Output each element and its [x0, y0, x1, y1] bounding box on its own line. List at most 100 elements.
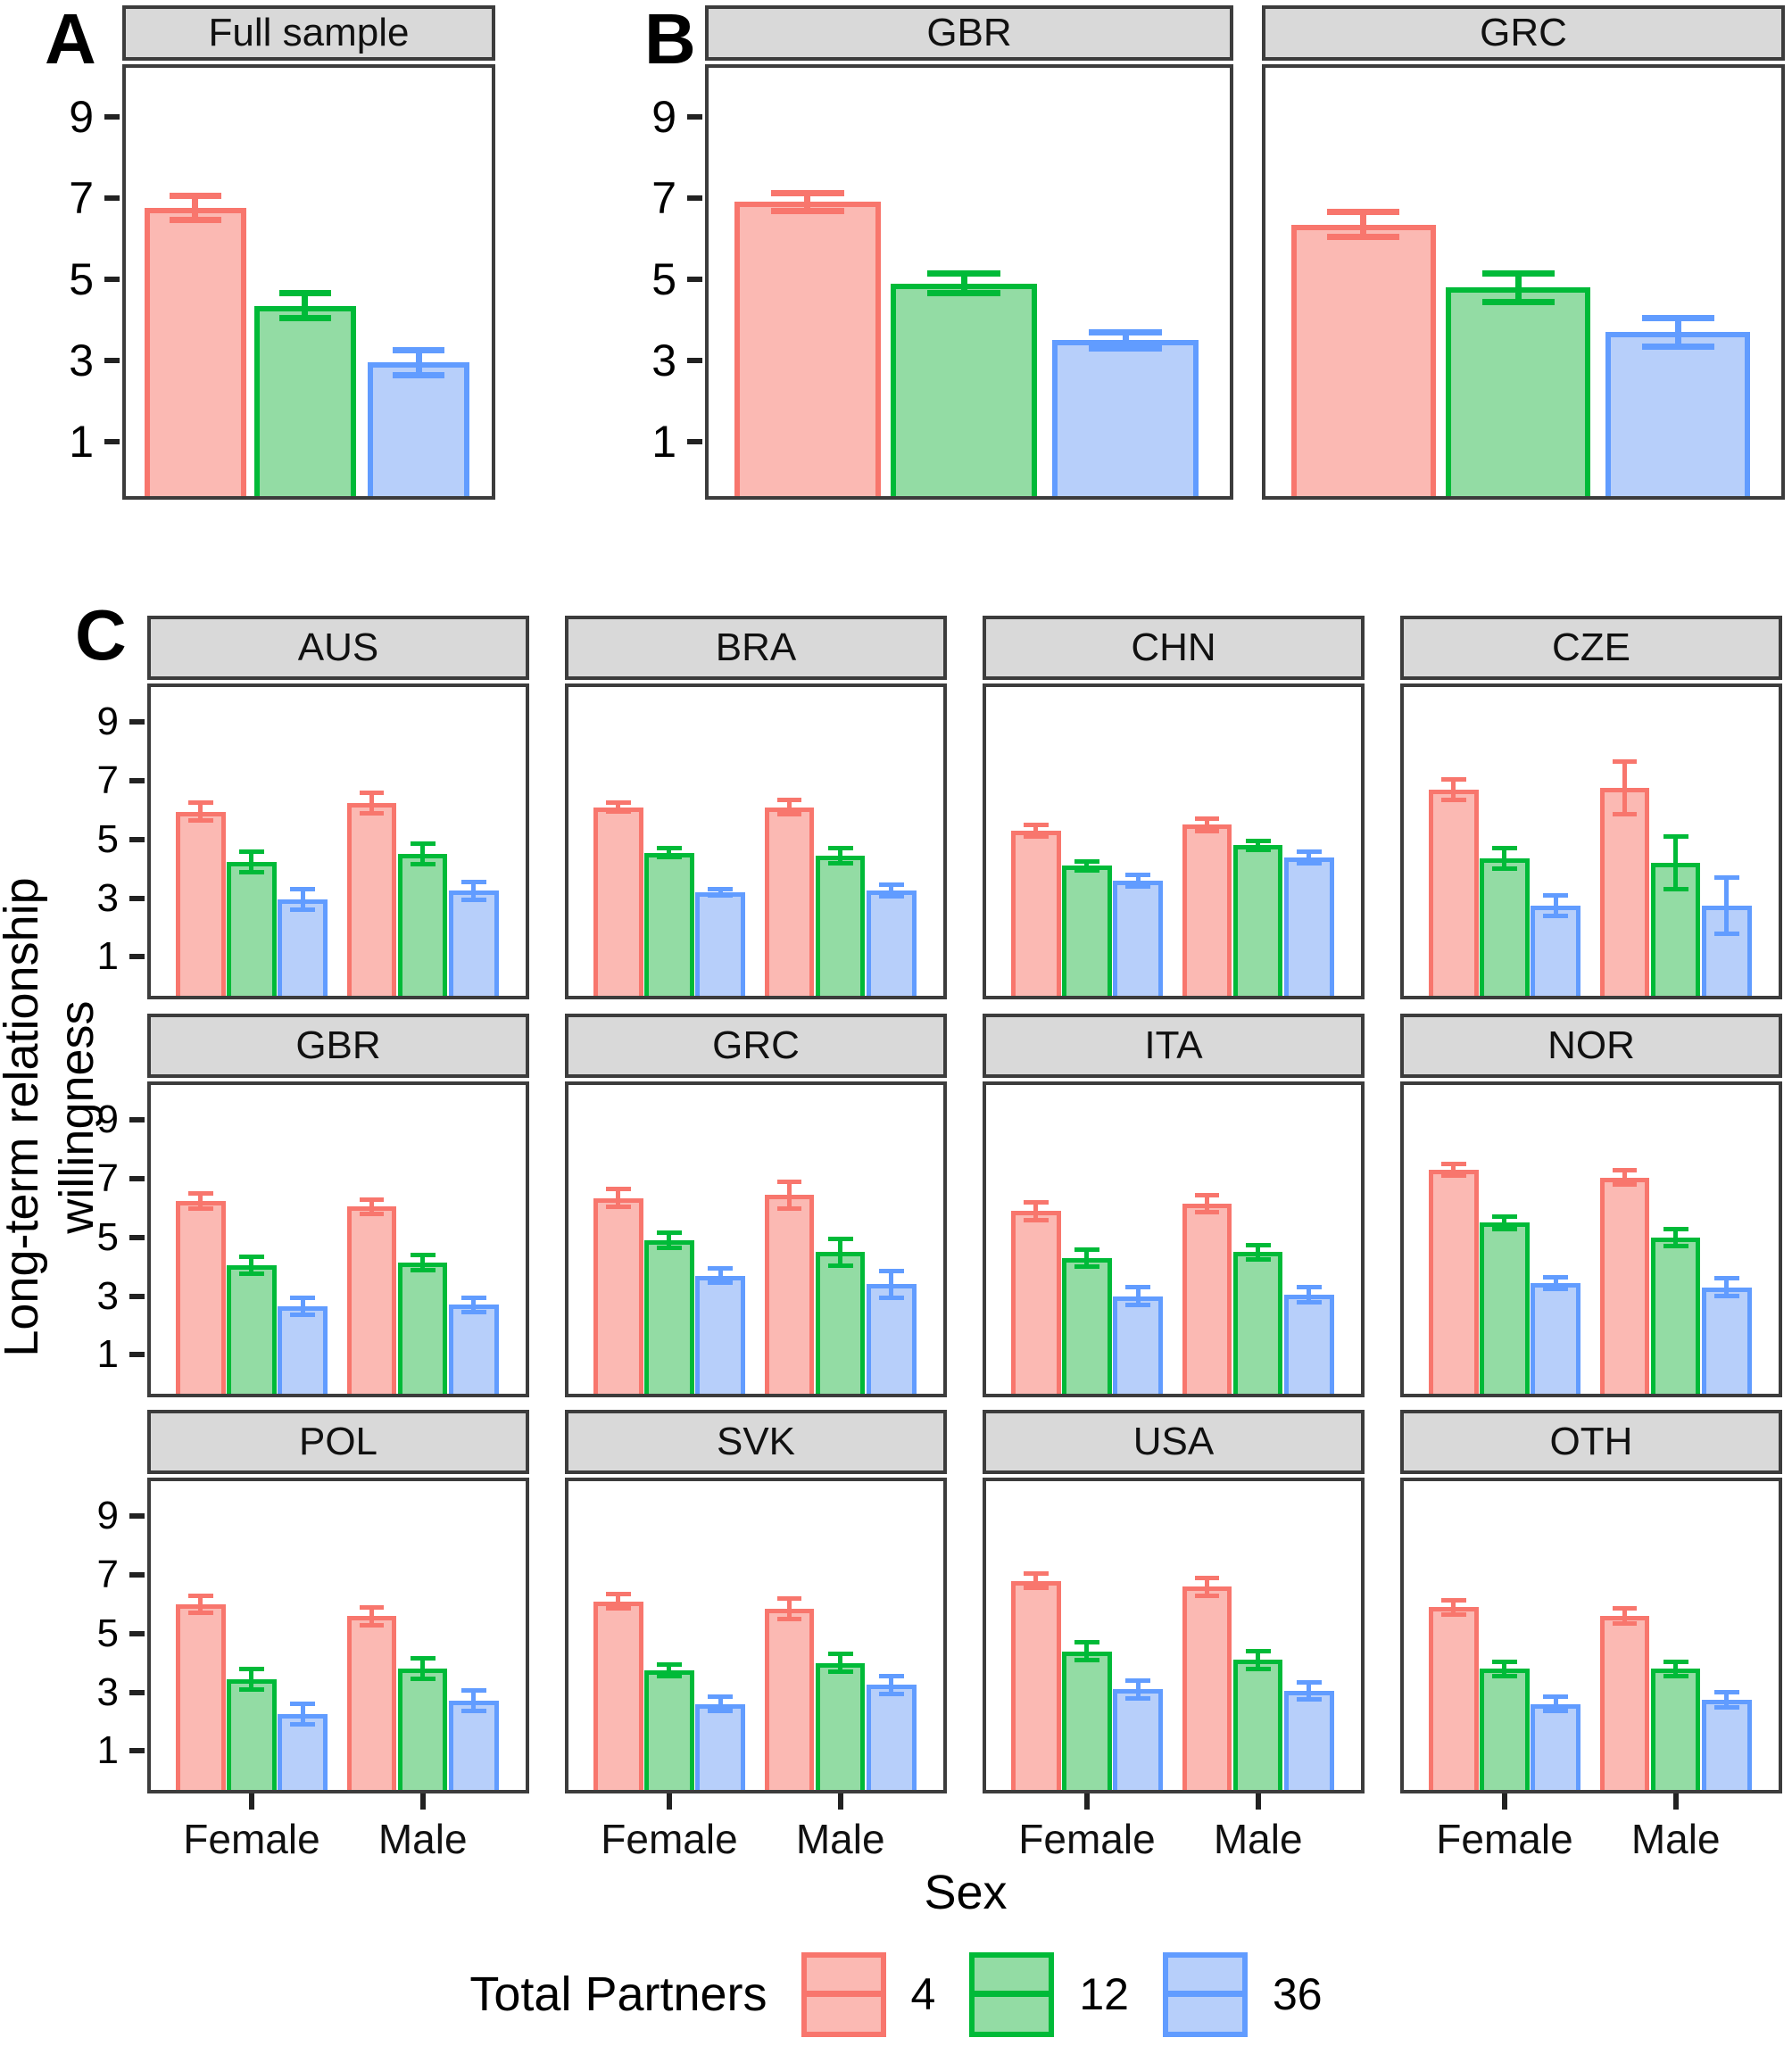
facet-header: USA — [983, 1410, 1365, 1474]
error-bar-4-female — [1451, 779, 1456, 800]
error-bar-12-female — [1084, 1642, 1090, 1661]
bar-36-female — [278, 1306, 328, 1394]
bar-4-female — [1011, 831, 1061, 996]
error-cap — [827, 860, 853, 866]
error-cap — [1194, 1192, 1220, 1197]
facet-usa: USA Female Male — [983, 1410, 1365, 1862]
error-bar-12-all — [1514, 273, 1522, 302]
x-category-label: Male — [377, 1816, 468, 1862]
error-cap — [290, 1702, 315, 1707]
bar-36-female — [1113, 1689, 1163, 1790]
error-cap — [1074, 1264, 1099, 1270]
y-tick — [129, 1117, 145, 1123]
bar-36-male — [867, 1685, 917, 1790]
error-bar-36-male — [889, 884, 894, 897]
bar-36-male — [1284, 1690, 1334, 1790]
error-bar-4-female — [1033, 1202, 1039, 1221]
error-cap — [878, 1674, 904, 1678]
error-cap — [771, 207, 844, 214]
error-cap — [1125, 1695, 1150, 1701]
error-cap — [1441, 777, 1466, 782]
error-bar-12-female — [249, 1669, 254, 1690]
x-tick — [1083, 1793, 1090, 1810]
legend-entry-label: 36 — [1272, 1969, 1323, 2019]
error-cap — [657, 1230, 682, 1236]
error-cap — [290, 1722, 315, 1727]
bar-36-male — [449, 1701, 499, 1790]
bar-4-female — [593, 807, 643, 996]
error-cap — [1089, 345, 1163, 352]
bar-4-female — [1011, 1580, 1061, 1790]
error-cap — [239, 849, 264, 854]
error-cap — [1713, 1294, 1739, 1299]
facet-plot — [122, 64, 495, 500]
y-tick — [129, 1513, 145, 1520]
y-tick — [687, 358, 702, 364]
facet-gbr: GBR 1 3 5 7 9 — [97, 1014, 529, 1397]
error-cap — [359, 1197, 385, 1202]
x-category-label: Male — [1630, 1816, 1721, 1862]
error-cap — [878, 882, 904, 888]
error-cap — [606, 809, 631, 815]
error-cap — [1245, 847, 1271, 852]
error-cap — [657, 1661, 682, 1667]
x-tick — [837, 1793, 843, 1810]
error-bar-12-male — [838, 1653, 843, 1672]
error-cap — [279, 290, 331, 297]
error-cap — [1074, 1247, 1099, 1252]
y-tick-label: 5 — [96, 816, 119, 861]
error-cap — [1441, 1173, 1466, 1179]
y-tick-label: 3 — [96, 1669, 119, 1714]
legend-entry-label: 12 — [1079, 1969, 1129, 2019]
error-bar-4-female — [1033, 1573, 1039, 1588]
error-bar-12-all — [302, 293, 309, 319]
y-tick — [129, 895, 145, 901]
y-tick — [687, 195, 702, 201]
bar-12-male — [815, 1662, 866, 1790]
y-tick-label: 3 — [651, 335, 676, 386]
error-bar-36-male — [889, 1271, 894, 1298]
facet-plot — [983, 1478, 1365, 1793]
error-cap — [1074, 867, 1099, 873]
error-cap — [1125, 1285, 1150, 1290]
y-tick-label: 7 — [651, 172, 676, 223]
bar-4-all — [144, 208, 247, 496]
error-cap — [188, 800, 213, 806]
facet-plot — [983, 1081, 1365, 1397]
error-cap — [393, 347, 444, 354]
y-tick — [129, 778, 145, 784]
plot-area — [568, 1481, 943, 1790]
x-tick — [419, 1793, 426, 1810]
error-cap — [1492, 1214, 1517, 1220]
facet-header: POL — [147, 1410, 529, 1474]
error-bar-12-female — [249, 851, 254, 872]
error-cap — [239, 1254, 264, 1259]
error-bar-4-male — [1205, 818, 1210, 831]
error-bar-4-female — [198, 802, 203, 821]
error-cap — [708, 893, 733, 899]
legend-key-12 — [969, 1951, 1055, 2037]
error-cap — [1125, 1677, 1150, 1683]
error-cap — [460, 880, 486, 884]
error-cap — [1074, 1640, 1099, 1645]
facet-grc: GRC — [565, 1014, 947, 1397]
bar-4-female — [593, 1197, 643, 1394]
plot-area — [568, 1085, 943, 1394]
error-cap — [1194, 828, 1220, 833]
error-bar-36-female — [1553, 895, 1558, 916]
error-bar-36-female — [1135, 1287, 1141, 1305]
bar-36-male — [1284, 1294, 1334, 1394]
bar-4-male — [1599, 788, 1650, 996]
error-cap — [827, 1652, 853, 1657]
error-cap — [776, 812, 802, 817]
legend-key-36 — [1162, 1951, 1248, 2037]
error-cap — [1441, 1162, 1466, 1167]
facet-header: GBR — [147, 1014, 529, 1078]
bar-4-female — [1011, 1211, 1061, 1394]
error-cap — [1612, 1182, 1638, 1188]
bar-36-female — [695, 1703, 745, 1790]
bar-36-male — [449, 890, 499, 996]
y-tick — [687, 113, 702, 120]
error-bar-12-male — [1673, 836, 1679, 890]
error-bar-4-female — [616, 1594, 621, 1609]
